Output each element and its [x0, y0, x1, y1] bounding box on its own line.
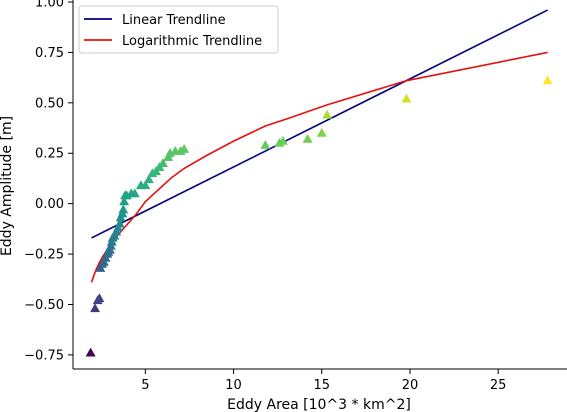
scatter-point [542, 75, 553, 85]
scatter-point [316, 127, 327, 137]
legend-label-linear: Linear Trendline [122, 13, 226, 28]
scatter-point [94, 293, 105, 303]
x-axis-label: Eddy Area [10^3 * km^2] [227, 397, 411, 412]
scatter-point [140, 180, 151, 190]
scatter-point [278, 135, 288, 145]
y-axis-label: Eddy Amplitude [m] [0, 116, 15, 256]
y-tick-label: 0.25 [35, 147, 64, 162]
x-tick-label: 20 [402, 378, 419, 393]
y-tick-label: 0.00 [35, 197, 64, 212]
x-tick-label: 15 [313, 378, 330, 393]
scatter-point [85, 347, 96, 357]
y-tick-label: 0.75 [35, 46, 64, 61]
y-tick-label: −0.75 [24, 348, 64, 363]
plot-marks [85, 9, 553, 357]
x-tick-label: 5 [141, 378, 149, 393]
scatter-point [179, 144, 190, 153]
scatter-point [118, 204, 129, 214]
scatter-point [322, 109, 332, 119]
scatter-point [260, 139, 271, 149]
axes: 5 10 15 20 25 −0.75 −0.50 −0.25 0.00 0.25 0.50 0.75… [24, 0, 567, 393]
scatter-point [90, 303, 100, 313]
y-tick-label: −0.50 [24, 298, 64, 313]
trendline-linear [91, 9, 548, 239]
scatter-point [401, 93, 412, 103]
legend-label-logarithmic: Logarithmic Trendline [122, 34, 262, 49]
y-tick-label: 1.00 [35, 0, 64, 11]
scatter-point [114, 218, 125, 228]
scatter-point [302, 133, 313, 143]
y-tick-label: 0.50 [35, 96, 64, 111]
scatter-point [129, 188, 140, 198]
scatter-point [158, 158, 168, 167]
scatter-point [143, 174, 154, 184]
x-tick-label: 25 [490, 378, 507, 393]
legend-box [78, 5, 279, 54]
y-tick-label: −0.25 [24, 248, 64, 263]
scatter-point [119, 196, 130, 206]
legend: Linear Trendline Logarithmic Trendline [78, 5, 279, 54]
x-tick-label: 10 [225, 378, 242, 393]
